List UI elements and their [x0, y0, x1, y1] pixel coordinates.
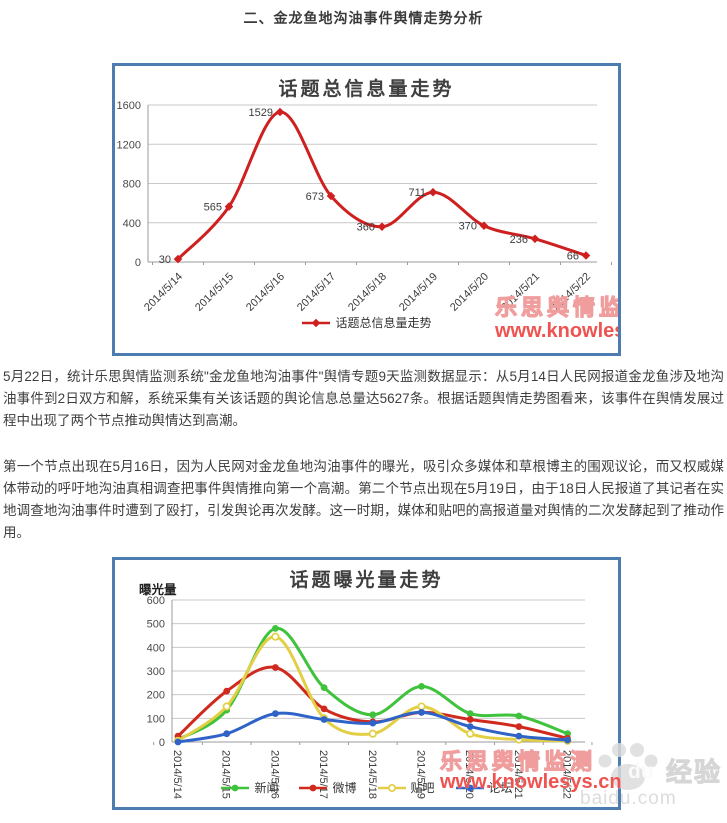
- svg-text:200: 200: [147, 690, 165, 702]
- svg-text:236: 236: [510, 234, 528, 246]
- watermark-baidu-domain: baidu.com: [580, 788, 677, 809]
- paragraph-analysis: 第一个节点出现在5月16日，因为人民网对金龙鱼地沟油事件的曝光，吸引众多媒体和草…: [3, 459, 724, 540]
- legend-marker-forum: [455, 782, 485, 794]
- svg-text:673: 673: [306, 191, 324, 203]
- watermark-baidu-jingyan: 经验: [665, 757, 723, 788]
- svg-text:300: 300: [147, 666, 165, 678]
- chart1-title: 话题总信息量走势: [278, 79, 455, 100]
- legend-label-news: 新闻: [254, 781, 279, 795]
- svg-text:600: 600: [147, 595, 165, 607]
- legend-marker-weibo: [298, 782, 328, 794]
- chart-total-volume: 话题总信息量走势 0 400 800 1200 1600 2014/5/14 2014/5/…: [112, 63, 621, 356]
- legend-marker-tieba: [377, 782, 407, 794]
- svg-text:2014/5/22: 2014/5/22: [561, 750, 573, 799]
- legend-item-news: 新闻: [220, 779, 278, 796]
- svg-text:800: 800: [123, 179, 141, 191]
- svg-text:2014/5/19: 2014/5/19: [397, 271, 440, 314]
- svg-text:2014/5/21: 2014/5/21: [512, 750, 524, 799]
- svg-text:1600: 1600: [117, 100, 141, 112]
- svg-text:360: 360: [357, 222, 375, 234]
- svg-text:400: 400: [147, 642, 165, 654]
- legend-item-total: 话题总信息量走势: [301, 314, 432, 331]
- legend-marker-total: [301, 317, 331, 329]
- svg-text:30: 30: [159, 254, 171, 266]
- svg-text:1529: 1529: [249, 107, 273, 119]
- watermark-brand-text: 乐思舆情监测: [494, 294, 618, 320]
- watermark-brand-text: 乐思舆情监测: [439, 748, 597, 774]
- svg-text:2014/5/15: 2014/5/15: [193, 271, 236, 314]
- svg-text:2014/5/16: 2014/5/16: [268, 750, 280, 799]
- legend-label-tieba: 贴吧: [410, 781, 435, 795]
- svg-text:2014/5/18: 2014/5/18: [346, 271, 389, 314]
- chart2-legend: 新闻 微博 贴吧 论坛: [115, 779, 618, 796]
- svg-text:2014/5/14: 2014/5/14: [142, 271, 185, 314]
- legend-item-tieba: 贴吧: [377, 779, 435, 796]
- svg-text:0: 0: [135, 257, 141, 269]
- baidu-paw-icon: [598, 743, 658, 790]
- svg-text:1200: 1200: [117, 139, 141, 151]
- paragraph-summary: 5月22日，统计乐思舆情监测系统"金龙鱼地沟油事件"舆情专题9天监测数据显示：从…: [3, 369, 724, 428]
- legend-label-weibo: 微博: [332, 781, 357, 795]
- svg-text:400: 400: [123, 218, 141, 230]
- svg-text:0: 0: [159, 737, 165, 749]
- legend-item-forum: 论坛: [455, 779, 513, 796]
- page-title: 二、金龙鱼地沟油事件舆情走势分析: [243, 10, 484, 26]
- legend-item-weibo: 微博: [298, 779, 357, 796]
- svg-text:2014/5/16: 2014/5/16: [244, 271, 287, 314]
- svg-text:370: 370: [459, 221, 477, 233]
- watermark-baidu-du: du: [628, 760, 654, 783]
- svg-text:711: 711: [408, 187, 426, 199]
- svg-text:2014/5/18: 2014/5/18: [366, 750, 378, 799]
- chart-exposure: 话题曝光量走势 曝光量 0 100 200 300 400 500 600 2014/5/14…: [112, 557, 621, 810]
- svg-text:66: 66: [567, 251, 579, 263]
- svg-text:2014/5/17: 2014/5/17: [295, 271, 338, 314]
- legend-label-forum: 论坛: [488, 781, 513, 795]
- svg-text:100: 100: [147, 713, 165, 725]
- svg-text:2014/5/19: 2014/5/19: [415, 750, 427, 799]
- legend-marker-news: [220, 782, 250, 794]
- chart1-legend: 话题总信息量走势: [115, 314, 618, 331]
- svg-text:2014/5/20: 2014/5/20: [448, 271, 491, 314]
- svg-text:2014/5/14: 2014/5/14: [171, 750, 183, 799]
- svg-text:565: 565: [204, 202, 222, 214]
- watermark-brand-url: www.knowlesys.cn: [440, 771, 622, 793]
- chart2-title: 话题曝光量走势: [289, 570, 444, 591]
- watermark-brand-url: www.knowlesys.cn: [495, 320, 618, 342]
- legend-label-total: 话题总信息量走势: [335, 316, 432, 330]
- svg-text:500: 500: [147, 619, 165, 631]
- chart2-y-axis-title: 曝光量: [139, 583, 177, 597]
